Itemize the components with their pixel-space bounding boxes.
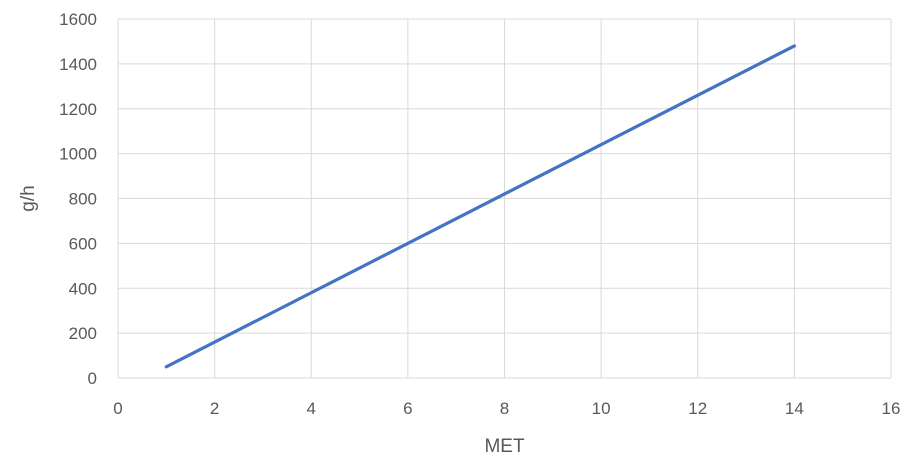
x-tick-label: 4 bbox=[307, 399, 316, 418]
x-tick-label: 10 bbox=[592, 399, 611, 418]
grid bbox=[117, 18, 892, 379]
y-axis-title: g/h bbox=[18, 185, 39, 211]
y-tick-label: 400 bbox=[69, 279, 97, 298]
x-tick-label: 8 bbox=[500, 399, 509, 418]
x-tick-label: 6 bbox=[403, 399, 412, 418]
series-line bbox=[164, 44, 796, 369]
y-tick-label: 0 bbox=[88, 369, 97, 388]
x-tick-label: 2 bbox=[210, 399, 219, 418]
y-axis-ticks: 0 200 400 600 800 1000 1200 1400 1600 bbox=[59, 10, 97, 388]
y-tick-label: 1600 bbox=[59, 10, 97, 29]
x-tick-label: 12 bbox=[688, 399, 707, 418]
series-layer bbox=[164, 44, 796, 369]
y-tick-label: 800 bbox=[69, 190, 97, 209]
y-tick-label: 200 bbox=[69, 324, 97, 343]
x-axis-title: MET bbox=[484, 436, 525, 457]
y-tick-label: 1000 bbox=[59, 145, 97, 164]
y-tick-label: 600 bbox=[69, 234, 97, 253]
x-axis-ticks: 0 2 4 6 8 10 12 14 16 bbox=[113, 399, 900, 418]
x-tick-label: 14 bbox=[785, 399, 804, 418]
x-tick-label: 16 bbox=[882, 399, 901, 418]
x-tick-label: 0 bbox=[113, 399, 122, 418]
y-tick-label: 1400 bbox=[59, 55, 97, 74]
y-tick-label: 1200 bbox=[59, 100, 97, 119]
